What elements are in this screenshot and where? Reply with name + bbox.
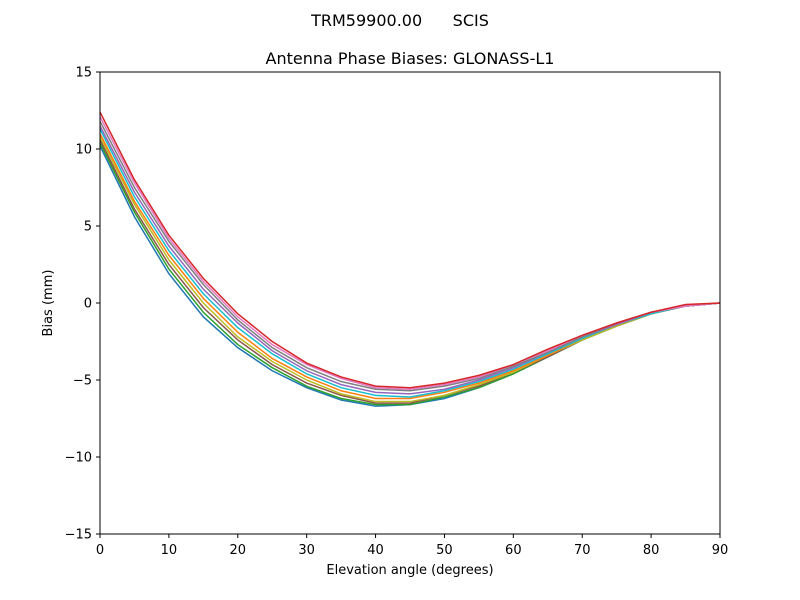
y-tick-label: 5: [84, 220, 92, 235]
y-tick-label: 10: [75, 143, 92, 158]
plot-series: [99, 111, 721, 407]
x-tick-label: 90: [712, 543, 729, 558]
chart-title: Antenna Phase Biases: GLONASS-L1: [266, 49, 555, 68]
chart-suptitle: TRM59900.00 SCIS: [310, 11, 489, 30]
x-tick-label: 10: [161, 543, 178, 558]
x-tick-label: 50: [436, 543, 453, 558]
x-axis: 0 10 20 30 40 50 60 70 80 90: [96, 534, 728, 558]
y-tick-label: −5: [73, 374, 92, 389]
y-axis-label: Bias (mm): [41, 270, 56, 337]
x-axis-label: Elevation angle (degrees): [326, 563, 493, 578]
series-line-8: [99, 120, 721, 392]
series-line-2: [99, 142, 721, 406]
series-line-7: [99, 125, 721, 395]
y-axis: −15 −10 −5 0 5 10 15: [65, 66, 100, 543]
x-tick-label: 80: [643, 543, 660, 558]
y-tick-label: 15: [75, 66, 92, 81]
series-line-9: [99, 116, 721, 390]
x-tick-label: 70: [574, 543, 591, 558]
x-tick-label: 0: [96, 543, 104, 558]
x-tick-label: 40: [367, 543, 384, 558]
y-tick-label: −15: [65, 528, 92, 543]
series-line-10: [99, 111, 721, 389]
x-tick-label: 60: [505, 543, 522, 558]
y-tick-label: 0: [84, 297, 92, 312]
x-tick-label: 30: [298, 543, 315, 558]
series-line-6: [99, 128, 721, 398]
series-line-4: [99, 136, 721, 403]
x-tick-label: 20: [230, 543, 247, 558]
y-tick-label: −10: [65, 451, 92, 466]
